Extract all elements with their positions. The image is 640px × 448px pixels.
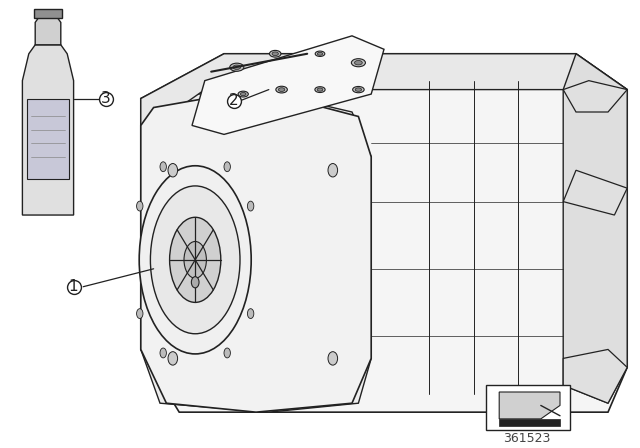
Ellipse shape xyxy=(170,217,221,302)
Ellipse shape xyxy=(136,201,143,211)
Ellipse shape xyxy=(160,348,166,358)
Text: 361523: 361523 xyxy=(503,431,550,445)
Ellipse shape xyxy=(317,88,323,91)
Bar xyxy=(486,385,570,430)
Polygon shape xyxy=(563,54,627,403)
Ellipse shape xyxy=(191,277,199,288)
Polygon shape xyxy=(35,18,61,45)
Polygon shape xyxy=(499,392,560,419)
Ellipse shape xyxy=(150,186,240,334)
Ellipse shape xyxy=(224,348,230,358)
Polygon shape xyxy=(22,45,74,215)
Ellipse shape xyxy=(238,91,248,97)
Ellipse shape xyxy=(355,88,362,91)
Ellipse shape xyxy=(248,201,254,211)
Ellipse shape xyxy=(353,86,364,93)
Polygon shape xyxy=(563,170,627,215)
Polygon shape xyxy=(563,81,627,112)
Polygon shape xyxy=(27,99,69,179)
Ellipse shape xyxy=(328,164,338,177)
Text: 1: 1 xyxy=(68,279,79,294)
Ellipse shape xyxy=(355,60,362,65)
Ellipse shape xyxy=(317,52,323,55)
Polygon shape xyxy=(141,54,627,134)
Ellipse shape xyxy=(184,241,206,278)
Text: 2: 2 xyxy=(228,93,239,108)
Text: 3: 3 xyxy=(100,91,111,106)
Ellipse shape xyxy=(140,166,252,354)
Ellipse shape xyxy=(160,162,166,172)
Ellipse shape xyxy=(315,87,325,92)
Polygon shape xyxy=(141,90,371,412)
Ellipse shape xyxy=(241,92,246,96)
Ellipse shape xyxy=(276,86,287,93)
Polygon shape xyxy=(192,36,384,134)
Ellipse shape xyxy=(315,51,325,56)
Ellipse shape xyxy=(230,63,244,71)
Polygon shape xyxy=(499,419,560,426)
Ellipse shape xyxy=(168,164,178,177)
Polygon shape xyxy=(563,349,627,403)
Ellipse shape xyxy=(224,162,230,172)
Ellipse shape xyxy=(248,309,254,319)
Ellipse shape xyxy=(168,352,178,365)
Ellipse shape xyxy=(136,309,143,319)
Ellipse shape xyxy=(278,88,285,91)
Ellipse shape xyxy=(272,52,278,56)
Polygon shape xyxy=(141,54,627,412)
Ellipse shape xyxy=(233,65,241,69)
Polygon shape xyxy=(141,90,371,412)
Ellipse shape xyxy=(269,51,281,57)
Polygon shape xyxy=(34,9,62,18)
Ellipse shape xyxy=(351,59,365,67)
Ellipse shape xyxy=(328,352,338,365)
